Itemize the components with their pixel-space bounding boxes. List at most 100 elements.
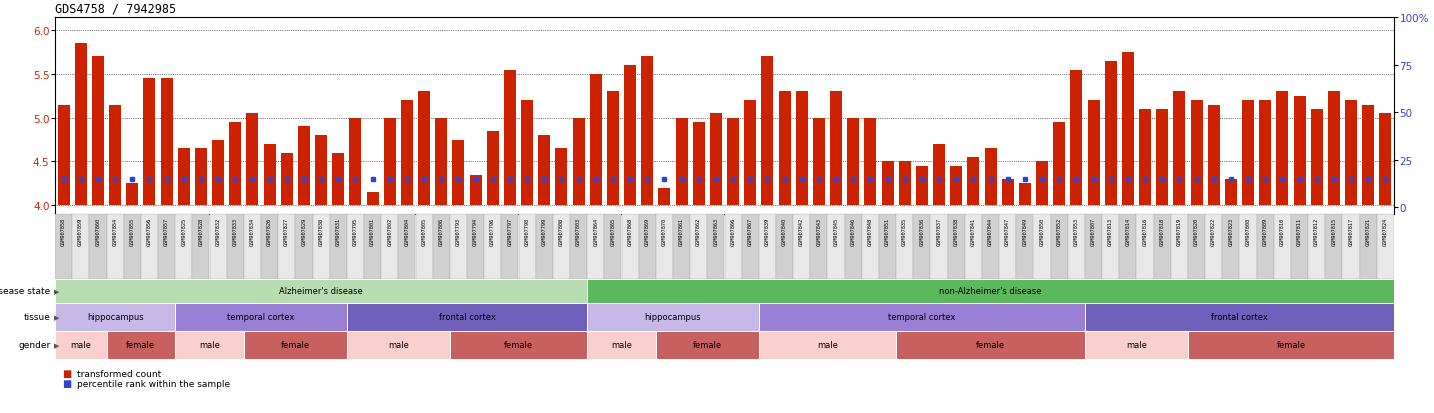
Text: female: female — [503, 341, 533, 350]
Bar — [1342, 214, 1359, 279]
Text: GSM907854: GSM907854 — [113, 218, 118, 246]
Text: GSM907843: GSM907843 — [816, 218, 822, 246]
Bar — [1121, 53, 1134, 206]
Text: GSM907813: GSM907813 — [1108, 218, 1113, 246]
Bar — [1034, 214, 1051, 279]
Text: GSM907824: GSM907824 — [1382, 218, 1388, 246]
Text: GSM907803: GSM907803 — [576, 218, 581, 246]
Bar — [985, 149, 997, 206]
Bar — [467, 214, 485, 279]
Bar — [1293, 97, 1305, 206]
Bar — [502, 214, 519, 279]
Bar — [727, 119, 739, 206]
Bar — [761, 57, 773, 206]
Text: Alzheimer's disease: Alzheimer's disease — [280, 287, 363, 296]
Text: GSM907846: GSM907846 — [850, 218, 856, 246]
Text: GDS4758 / 7942985: GDS4758 / 7942985 — [54, 2, 176, 15]
Bar — [1170, 214, 1187, 279]
Text: male: male — [611, 341, 632, 350]
Text: female: female — [1276, 341, 1305, 350]
Text: hippocampus: hippocampus — [87, 313, 143, 322]
Bar — [675, 119, 687, 206]
Bar — [641, 57, 654, 206]
Text: GSM907836: GSM907836 — [919, 218, 925, 246]
Bar — [1087, 101, 1100, 206]
Text: GSM907811: GSM907811 — [1298, 218, 1302, 246]
Bar — [965, 214, 982, 279]
Text: GSM907858: GSM907858 — [62, 218, 66, 246]
Bar — [896, 331, 1086, 359]
Text: GSM907814: GSM907814 — [1126, 218, 1130, 246]
Bar — [847, 119, 859, 206]
Bar — [57, 105, 70, 206]
Bar — [161, 79, 172, 206]
Bar — [281, 153, 293, 206]
Text: GSM907839: GSM907839 — [764, 218, 770, 246]
Text: GSM907870: GSM907870 — [663, 218, 667, 246]
Text: GSM907841: GSM907841 — [971, 218, 977, 246]
Text: GSM907861: GSM907861 — [680, 218, 684, 246]
Bar — [178, 149, 189, 206]
Bar — [1291, 214, 1308, 279]
Text: ■: ■ — [62, 368, 72, 378]
Bar — [313, 214, 330, 279]
Bar — [638, 214, 655, 279]
Bar — [123, 214, 141, 279]
Bar — [278, 214, 295, 279]
Bar — [931, 214, 948, 279]
Bar — [450, 331, 587, 359]
Bar — [845, 214, 862, 279]
Bar — [1156, 110, 1169, 206]
Text: GSM907835: GSM907835 — [902, 218, 908, 246]
Text: GSM907798: GSM907798 — [525, 218, 529, 246]
Bar — [350, 119, 361, 206]
Text: GSM907860: GSM907860 — [96, 218, 100, 246]
Text: GSM907796: GSM907796 — [490, 218, 495, 246]
Bar — [913, 214, 931, 279]
Text: GSM907821: GSM907821 — [1365, 218, 1371, 246]
Bar — [1222, 214, 1239, 279]
Bar — [1359, 214, 1377, 279]
Bar — [693, 123, 704, 206]
Bar — [624, 66, 637, 206]
Bar — [572, 119, 585, 206]
Text: GSM907837: GSM907837 — [936, 218, 942, 246]
Bar — [106, 214, 123, 279]
Bar — [1053, 123, 1065, 206]
Bar — [827, 214, 845, 279]
Bar — [607, 92, 619, 206]
Text: GSM907801: GSM907801 — [370, 218, 376, 246]
Bar — [724, 214, 741, 279]
Bar — [192, 214, 209, 279]
Bar — [1225, 180, 1238, 206]
Bar — [1037, 162, 1048, 206]
Bar — [1187, 214, 1205, 279]
Text: GSM907855: GSM907855 — [129, 218, 135, 246]
Bar — [75, 44, 87, 206]
Bar — [54, 214, 72, 279]
Bar — [759, 331, 896, 359]
Bar — [655, 331, 759, 359]
Text: GSM907800: GSM907800 — [559, 218, 564, 246]
Text: GSM907847: GSM907847 — [1005, 218, 1010, 246]
Text: temporal cortex: temporal cortex — [888, 313, 955, 322]
Text: ▶: ▶ — [54, 288, 60, 294]
Bar — [1173, 92, 1186, 206]
Bar — [1239, 214, 1256, 279]
Bar — [244, 214, 261, 279]
Bar — [54, 303, 175, 331]
Text: GSM907830: GSM907830 — [318, 218, 324, 246]
Text: GSM907816: GSM907816 — [1143, 218, 1147, 246]
Bar — [452, 140, 465, 206]
Bar — [621, 214, 638, 279]
Text: GSM907818: GSM907818 — [1160, 218, 1164, 246]
Bar — [247, 114, 258, 206]
Bar — [1242, 101, 1255, 206]
Bar — [587, 303, 759, 331]
Text: GSM907844: GSM907844 — [988, 218, 994, 246]
Bar — [485, 214, 502, 279]
Text: GSM907794: GSM907794 — [473, 218, 478, 246]
Bar — [813, 119, 825, 206]
Bar — [776, 214, 793, 279]
Text: GSM907820: GSM907820 — [1195, 218, 1199, 246]
